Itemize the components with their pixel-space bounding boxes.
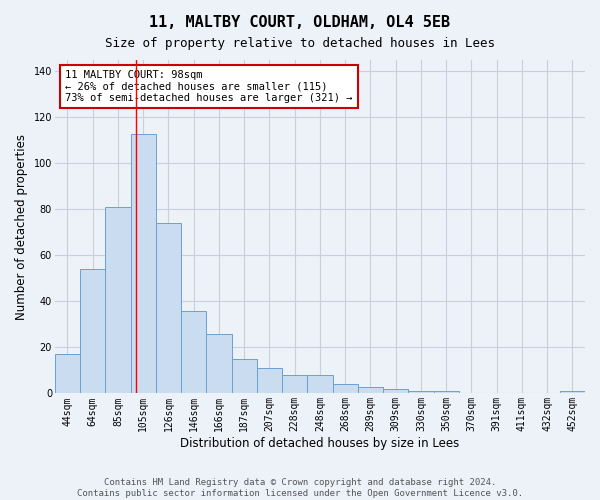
- Bar: [232, 359, 257, 394]
- Y-axis label: Number of detached properties: Number of detached properties: [15, 134, 28, 320]
- Bar: [560, 391, 585, 394]
- Bar: [131, 134, 156, 394]
- Bar: [282, 375, 307, 394]
- Bar: [408, 391, 434, 394]
- Bar: [257, 368, 282, 394]
- Text: Contains HM Land Registry data © Crown copyright and database right 2024.
Contai: Contains HM Land Registry data © Crown c…: [77, 478, 523, 498]
- Bar: [106, 207, 131, 394]
- Bar: [80, 269, 106, 394]
- Bar: [358, 386, 383, 394]
- Bar: [332, 384, 358, 394]
- Bar: [156, 224, 181, 394]
- Text: 11 MALTBY COURT: 98sqm
← 26% of detached houses are smaller (115)
73% of semi-de: 11 MALTBY COURT: 98sqm ← 26% of detached…: [65, 70, 353, 103]
- Bar: [181, 310, 206, 394]
- Text: Size of property relative to detached houses in Lees: Size of property relative to detached ho…: [105, 38, 495, 51]
- Bar: [55, 354, 80, 394]
- X-axis label: Distribution of detached houses by size in Lees: Distribution of detached houses by size …: [180, 437, 460, 450]
- Text: 11, MALTBY COURT, OLDHAM, OL4 5EB: 11, MALTBY COURT, OLDHAM, OL4 5EB: [149, 15, 451, 30]
- Bar: [434, 391, 459, 394]
- Bar: [383, 389, 408, 394]
- Bar: [206, 334, 232, 394]
- Bar: [307, 375, 332, 394]
